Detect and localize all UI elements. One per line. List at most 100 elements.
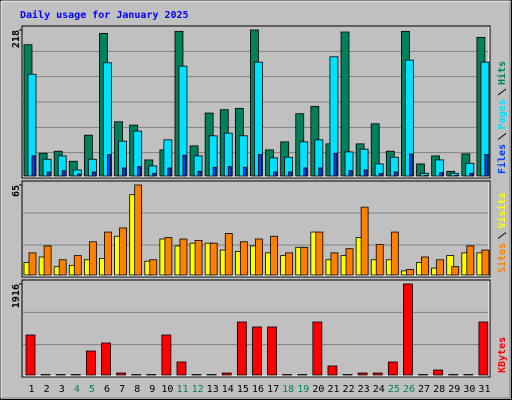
bar — [40, 374, 51, 376]
bar — [161, 334, 172, 376]
x-tick-label: 13 — [207, 384, 219, 395]
bar — [255, 238, 263, 276]
bar — [273, 171, 277, 177]
bar — [481, 249, 490, 276]
x-tick-label: 26 — [403, 384, 415, 395]
bar — [176, 361, 187, 376]
bar — [76, 173, 81, 177]
bar — [363, 169, 368, 177]
x-tick-label: 14 — [222, 384, 234, 395]
bar — [345, 248, 354, 276]
bar — [421, 256, 429, 276]
x-tick-label: 21 — [327, 384, 339, 395]
bar — [73, 255, 82, 276]
legend-label: Hits — [496, 61, 508, 85]
x-tick-label: 8 — [134, 384, 140, 395]
x-tick-label: 7 — [119, 384, 125, 395]
y-tick-label: 1916 — [11, 284, 22, 308]
bar — [70, 374, 81, 376]
bar — [360, 206, 369, 276]
bar — [149, 259, 158, 276]
bar — [146, 374, 157, 376]
bar — [327, 365, 338, 376]
legend-label: Sites — [496, 243, 508, 273]
bar — [297, 374, 308, 376]
bar — [258, 154, 262, 177]
x-tick-label: 19 — [297, 384, 309, 395]
bar — [348, 170, 353, 177]
bar — [357, 372, 368, 376]
x-tick-label: 12 — [192, 384, 204, 395]
bar — [137, 166, 142, 177]
bar — [152, 172, 157, 177]
x-tick-label: 16 — [252, 384, 264, 395]
x-tick-label: 29 — [448, 384, 460, 395]
bar — [91, 171, 96, 177]
x-tick-label: 24 — [373, 384, 385, 395]
bar — [267, 326, 277, 376]
bar — [318, 167, 323, 177]
bar — [31, 155, 36, 177]
x-tick-label: 3 — [59, 384, 65, 395]
x-tick-label: 5 — [89, 384, 95, 395]
bar — [484, 154, 489, 177]
bar — [119, 227, 127, 276]
bar — [312, 321, 323, 376]
bar — [390, 231, 399, 276]
bar — [393, 171, 398, 177]
bar — [43, 245, 52, 276]
bar — [270, 235, 278, 276]
bar — [478, 321, 489, 376]
bar — [194, 239, 203, 276]
x-tick-label: 1 — [29, 384, 35, 395]
bar — [469, 172, 474, 177]
bar — [418, 374, 428, 376]
x-tick-label: 28 — [433, 384, 445, 395]
x-tick-label: 2 — [44, 384, 50, 395]
x-tick-label: 22 — [343, 384, 355, 395]
bar — [104, 231, 112, 276]
legend-label: Files — [496, 144, 508, 174]
bar — [242, 166, 247, 177]
bar — [378, 172, 383, 177]
bar — [58, 259, 67, 276]
bar — [424, 174, 428, 177]
bar — [61, 170, 66, 177]
bar — [288, 171, 293, 177]
x-tick-label: 23 — [358, 384, 370, 395]
legend-separator — [497, 88, 507, 96]
legend-label: KBytes — [497, 337, 508, 373]
bar — [101, 342, 111, 376]
bar — [191, 374, 202, 376]
bar — [446, 255, 455, 276]
bar — [224, 233, 233, 276]
bar — [454, 174, 459, 177]
bar — [46, 171, 51, 177]
bar — [282, 374, 293, 376]
bar — [85, 350, 96, 376]
bar — [300, 246, 309, 276]
bar — [436, 259, 445, 276]
x-tick-label: 17 — [267, 384, 279, 395]
x-tick-label: 31 — [478, 384, 490, 395]
bar — [403, 283, 413, 376]
bar — [375, 244, 384, 276]
x-tick-label: 27 — [418, 384, 430, 395]
bar — [131, 374, 142, 376]
bar — [466, 245, 475, 276]
bar — [372, 372, 383, 376]
legend-label: Pages — [497, 99, 508, 129]
bar — [122, 167, 126, 177]
x-tick-label: 9 — [149, 384, 155, 395]
bar — [239, 241, 248, 276]
bar — [221, 372, 232, 376]
x-tick-label: 15 — [237, 384, 249, 395]
bar — [333, 152, 338, 177]
bar — [209, 242, 218, 276]
bar — [342, 374, 353, 376]
x-tick-label: 25 — [388, 384, 400, 395]
bar — [197, 170, 202, 177]
bar — [179, 238, 188, 276]
bar — [164, 237, 173, 276]
bar — [448, 374, 459, 376]
